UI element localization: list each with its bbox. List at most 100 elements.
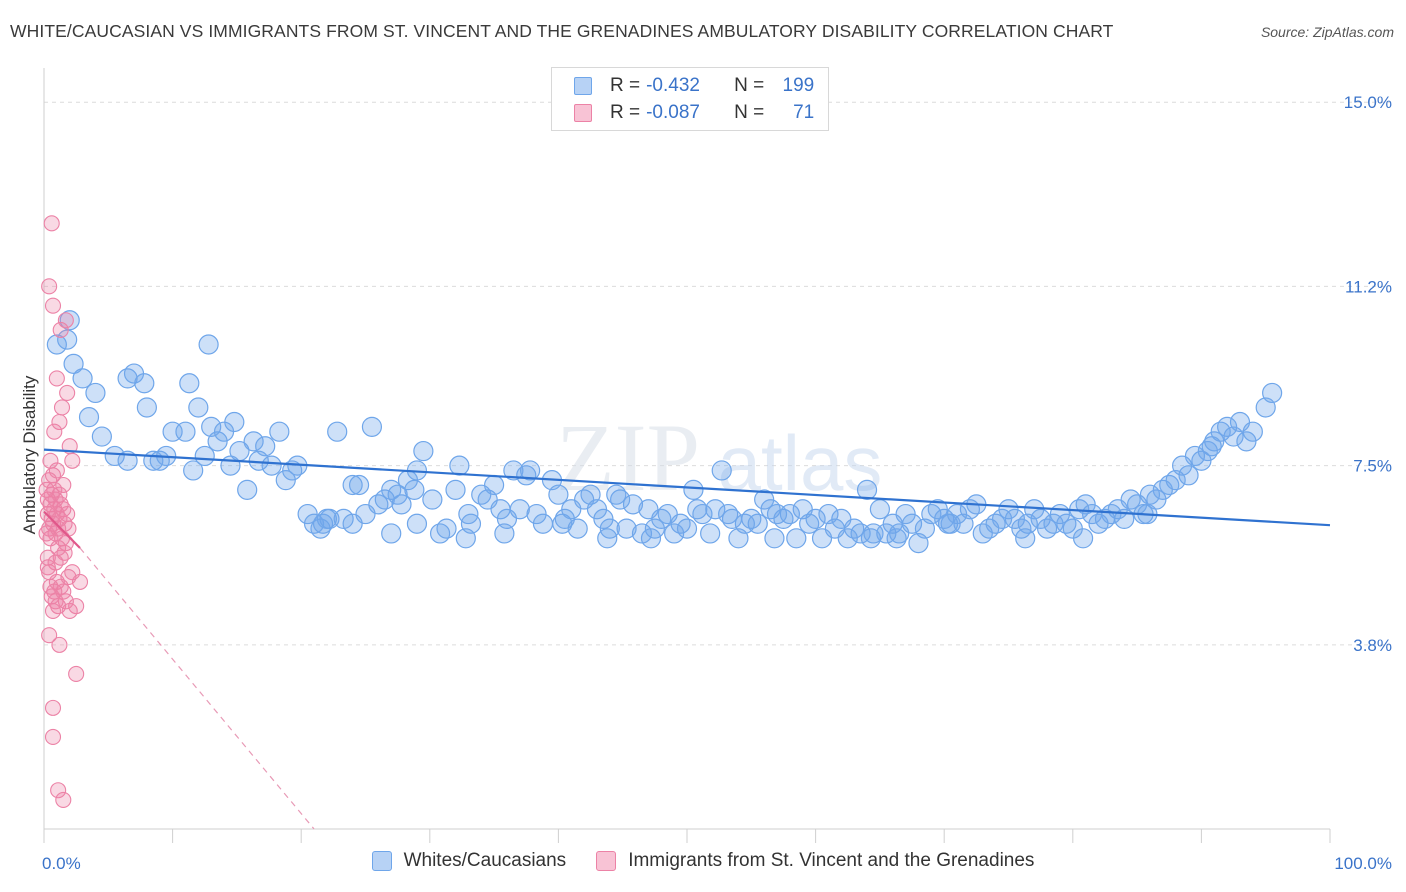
- legend-swatch-whites: [574, 77, 592, 95]
- data-point-whites: [1146, 489, 1167, 510]
- data-point-immigrants: [57, 312, 74, 329]
- legend-swatch-immigrants: [574, 104, 592, 122]
- data-point-whites: [532, 513, 554, 534]
- data-point-whites: [374, 489, 395, 510]
- data-point-whites: [705, 499, 726, 520]
- data-point-whites: [895, 503, 916, 525]
- data-point-whites: [754, 489, 775, 510]
- legend-n-label: N =: [734, 75, 765, 96]
- legend-n-label: N =: [734, 102, 765, 123]
- data-point-whites: [567, 518, 588, 539]
- data-point-whites: [786, 528, 807, 549]
- data-point-whites: [404, 479, 425, 500]
- data-point-whites: [449, 455, 470, 476]
- data-point-whites: [1178, 465, 1199, 486]
- data-point-whites: [494, 523, 515, 544]
- data-point-whites: [458, 503, 479, 525]
- y-tick-label: 3.8%: [1353, 636, 1392, 655]
- tick-labels: 3.8% 7.5% 11.2% 15.0% 0.0% 100.0%: [42, 93, 1392, 873]
- data-point-whites: [91, 426, 112, 447]
- data-point-whites: [616, 518, 637, 539]
- legend-r-label: R =: [610, 75, 641, 96]
- data-point-immigrants: [59, 506, 76, 523]
- data-point-immigrants: [59, 384, 76, 401]
- data-point-whites: [998, 499, 1019, 520]
- data-point-immigrants: [64, 452, 81, 469]
- data-point-immigrants: [47, 554, 64, 571]
- data-point-whites: [275, 470, 296, 491]
- data-point-whites: [198, 334, 219, 355]
- data-point-whites: [1015, 528, 1036, 549]
- data-point-whites: [237, 479, 258, 500]
- y-tick-label: 7.5%: [1353, 457, 1392, 476]
- legend-r-label: R =: [610, 102, 641, 123]
- data-point-whites: [860, 528, 881, 549]
- data-point-immigrants: [41, 627, 58, 644]
- data-point-whites: [764, 528, 785, 549]
- data-point-whites: [683, 479, 704, 500]
- data-point-immigrants: [68, 665, 85, 683]
- legend-n-value: 199: [782, 75, 815, 96]
- data-point-immigrants: [55, 583, 72, 600]
- x-tick-label: 100.0%: [1334, 854, 1392, 873]
- x-tick-label: 0.0%: [42, 854, 81, 873]
- data-point-whites: [927, 499, 948, 520]
- data-point-immigrants: [48, 462, 65, 479]
- data-point-whites: [72, 368, 93, 389]
- data-point-whites: [361, 416, 383, 437]
- legend-row-immigrants: R = -0.087 N = 71: [574, 101, 814, 125]
- data-point-whites: [692, 503, 713, 525]
- data-point-whites: [261, 455, 282, 476]
- data-point-whites: [886, 528, 907, 549]
- data-point-whites: [348, 474, 370, 496]
- data-point-immigrants: [51, 413, 68, 431]
- data-point-whites: [631, 523, 653, 544]
- data-point-immigrants: [52, 321, 69, 338]
- data-point-immigrants: [61, 602, 78, 620]
- data-point-whites: [406, 513, 428, 534]
- data-point-whites: [503, 460, 524, 481]
- data-point-whites: [445, 479, 466, 500]
- chart-title: WHITE/CAUCASIAN VS IMMIGRANTS FROM ST. V…: [10, 21, 1114, 41]
- data-point-whites: [1004, 508, 1026, 530]
- data-point-whites: [520, 460, 541, 481]
- data-point-whites: [640, 528, 662, 549]
- legend-row-whites: R = -0.432 N = 199: [574, 74, 814, 98]
- series-legend-label-immigrants: Immigrants from St. Vincent and the Gren…: [628, 850, 1035, 871]
- data-point-whites: [1075, 494, 1096, 515]
- data-point-whites: [1236, 431, 1257, 452]
- data-point-whites: [700, 523, 721, 544]
- data-point-whites: [509, 499, 530, 520]
- data-point-whites: [243, 431, 264, 452]
- data-point-whites: [194, 445, 215, 467]
- data-point-whites: [779, 503, 800, 525]
- data-point-whites: [342, 513, 363, 534]
- data-point-whites: [805, 508, 826, 530]
- series-immigrants-points: [38, 215, 89, 808]
- data-point-whites: [78, 407, 100, 428]
- data-point-immigrants: [39, 559, 56, 576]
- data-point-whites: [188, 397, 209, 418]
- data-point-whites: [436, 518, 457, 539]
- chart-source: Source: ZipAtlas.com: [1260, 24, 1394, 40]
- watermark-atlas: atlas: [718, 419, 883, 507]
- data-point-whites: [937, 513, 959, 534]
- data-point-whites: [327, 421, 348, 442]
- data-point-immigrants: [71, 573, 89, 590]
- data-point-whites: [526, 503, 547, 525]
- data-point-whites: [1191, 450, 1212, 471]
- data-point-whites: [63, 353, 84, 374]
- data-point-whites: [117, 450, 138, 471]
- data-point-whites: [104, 445, 125, 467]
- data-point-immigrants: [55, 476, 72, 494]
- trend-line-immigrants-extension: [79, 547, 315, 830]
- data-point-whites: [1262, 382, 1283, 404]
- data-point-whites: [255, 436, 276, 457]
- y-tick-label: 11.2%: [1345, 277, 1392, 296]
- gridlines: [44, 101, 1390, 646]
- data-point-whites: [856, 479, 878, 500]
- data-point-whites: [224, 411, 245, 433]
- data-point-whites: [413, 440, 434, 462]
- data-point-whites: [85, 382, 106, 404]
- data-point-immigrants: [51, 636, 68, 653]
